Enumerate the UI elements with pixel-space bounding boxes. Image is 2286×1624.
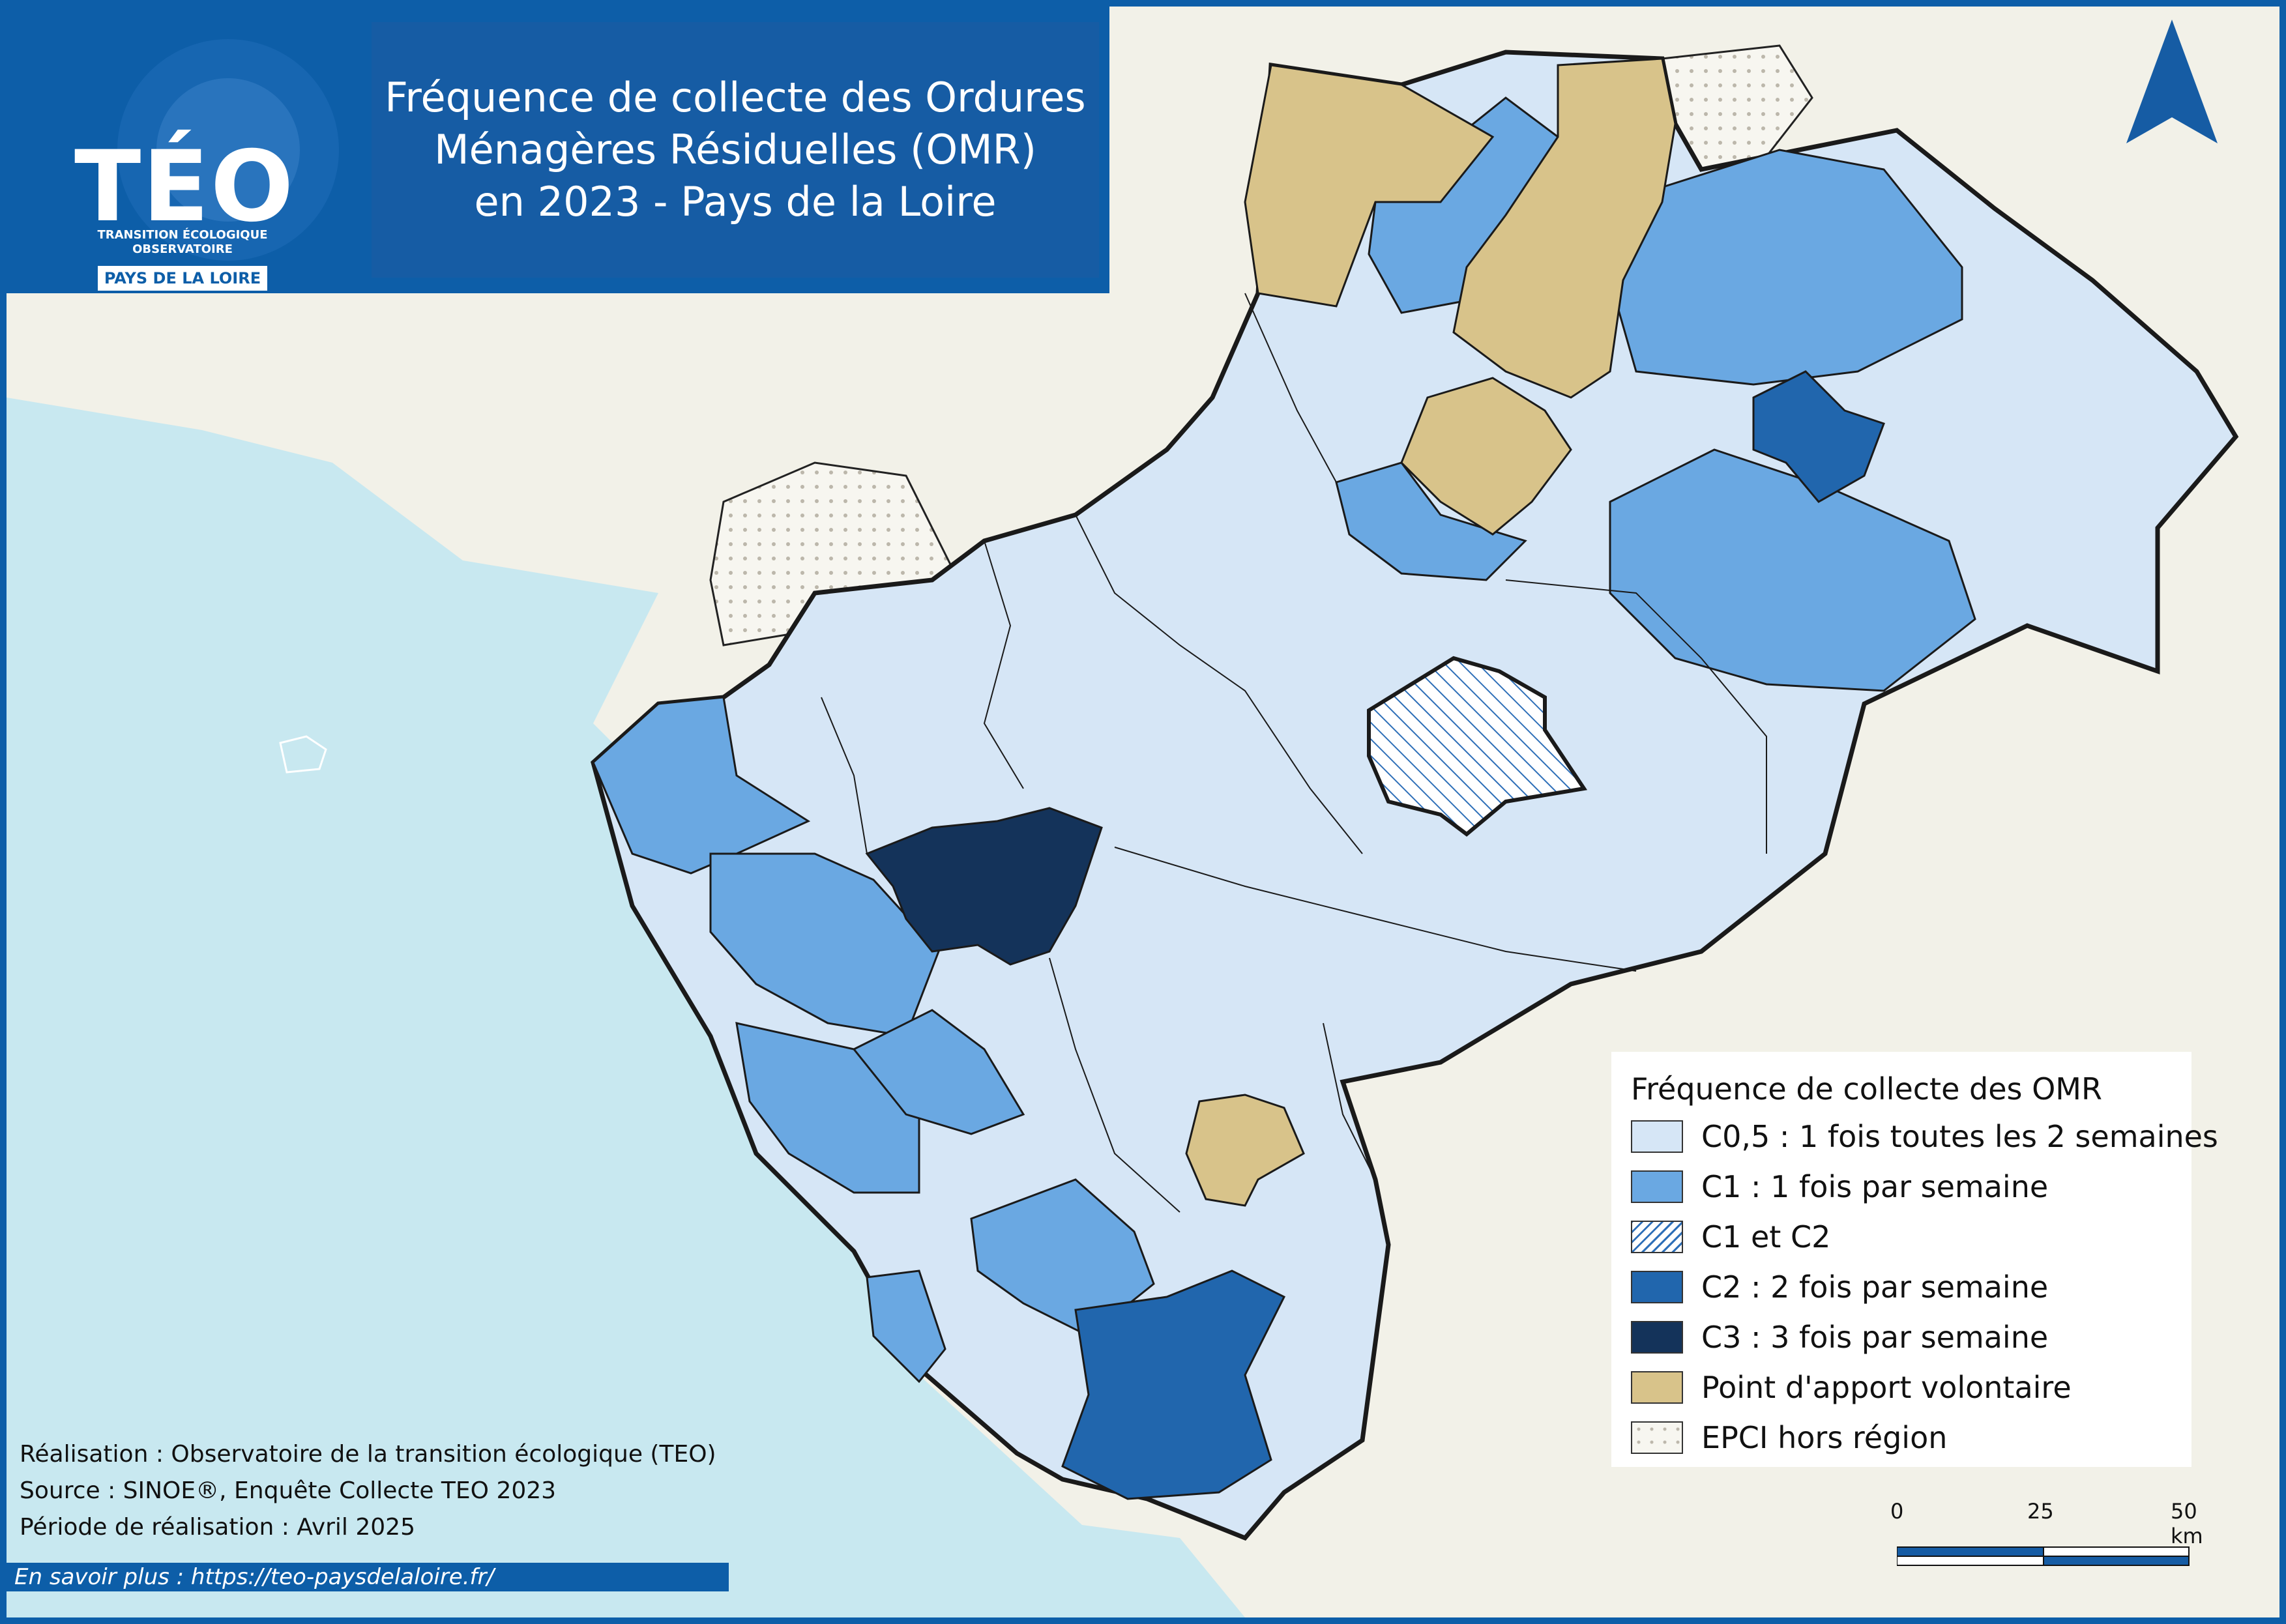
legend-item-c1: C1 : 1 fois par semaine	[1631, 1167, 2048, 1206]
legend-label-c05: C0,5 : 1 fois toutes les 2 semaines	[1701, 1119, 2218, 1154]
legend-label-c3: C3 : 3 fois par semaine	[1701, 1320, 2049, 1355]
area-c1-nw-coast	[592, 696, 811, 875]
area-c1-vendee-coast	[866, 1269, 946, 1384]
legend-label-c2: C2 : 2 fois par semaine	[1701, 1269, 2049, 1305]
area-c2-la-roche	[1061, 1269, 1286, 1500]
logo-wordmark: TÉO	[74, 130, 295, 244]
scale-label-25: 25	[2027, 1499, 2054, 1524]
credits: Réalisation : Observatoire de la transit…	[20, 1436, 716, 1546]
credit-realisation: Réalisation : Observatoire de la transit…	[20, 1441, 716, 1468]
legend-title: Fréquence de collecte des OMR	[1631, 1071, 2102, 1107]
legend-item-c05: C0,5 : 1 fois toutes les 2 semaines	[1631, 1117, 2218, 1156]
legend-label-c1: C1 : 1 fois par semaine	[1701, 1169, 2049, 1204]
area-c3-nantes	[865, 807, 1103, 966]
area-pav-north-1	[1244, 64, 1495, 308]
title-box: Fréquence de collecte des Ordures Ménagè…	[372, 22, 1099, 278]
legend-swatch-c3	[1631, 1321, 1683, 1354]
legend-item-c3: C3 : 3 fois par semaine	[1631, 1318, 2048, 1357]
credit-period: Période de réalisation : Avril 2025	[20, 1514, 415, 1541]
legend-item-c1-c2: C1 et C2	[1631, 1217, 1830, 1256]
scale-bar: 0 25 50 km	[1890, 1499, 2203, 1577]
scale-label-0: 0	[1890, 1499, 1904, 1524]
credit-source: Source : SINOE®, Enquête Collecte TEO 20…	[20, 1477, 557, 1504]
logo-region: PAYS DE LA LOIRE	[98, 266, 267, 291]
legend-swatch-c1	[1631, 1170, 1683, 1203]
area-c1-sarthe	[1609, 149, 1963, 386]
area-pav-north-2	[1452, 57, 1677, 399]
legend-swatch-outside	[1631, 1421, 1683, 1454]
map-title: Fréquence de collecte des Ordures Ménagè…	[385, 74, 1086, 225]
legend-label-c1-c2: C1 et C2	[1701, 1219, 1831, 1254]
area-c1-mid-south	[852, 1009, 1025, 1135]
teo-logo: TÉO TRANSITION ÉCOLOGIQUE OBSERVATOIRE P…	[33, 33, 359, 291]
legend-swatch-c1-c2	[1631, 1221, 1683, 1253]
legend-item-outside: EPCI hors région	[1631, 1418, 1947, 1457]
area-c1-laval	[1335, 461, 1527, 581]
legend-swatch-pav	[1631, 1371, 1683, 1404]
legend-swatch-c05	[1631, 1120, 1683, 1153]
legend-swatch-c2	[1631, 1271, 1683, 1303]
legend-item-pav: Point d'apport volontaire	[1631, 1368, 2072, 1407]
legend-item-c2: C2 : 2 fois par semaine	[1631, 1268, 2048, 1307]
logo-tagline: TRANSITION ÉCOLOGIQUE OBSERVATOIRE	[97, 228, 268, 256]
more-info-link[interactable]: En savoir plus : https://teo-paysdelaloi…	[7, 1563, 729, 1591]
scale-label-50: 50 km	[2171, 1499, 2203, 1548]
internal-borders	[821, 293, 1767, 1213]
area-pav-mid	[1400, 377, 1572, 536]
title-panel: TÉO TRANSITION ÉCOLOGIQUE OBSERVATOIRE P…	[7, 7, 1109, 293]
area-c1-sarthe-south	[1609, 448, 1976, 692]
legend-label-pav: Point d'apport volontaire	[1701, 1370, 2072, 1405]
logo-dot-pattern	[117, 39, 339, 261]
legend: Fréquence de collecte des OMR C0,5 : 1 f…	[1611, 1052, 2218, 1467]
legend-label-outside: EPCI hors région	[1701, 1420, 1948, 1455]
island	[279, 735, 327, 774]
area-pav-south	[1185, 1094, 1305, 1207]
area-c2-le-mans	[1752, 370, 1885, 503]
area-c1-c2-angers	[1367, 656, 1588, 837]
scale-bar-graphic	[1897, 1546, 2190, 1566]
north-arrow-icon	[2126, 20, 2218, 143]
